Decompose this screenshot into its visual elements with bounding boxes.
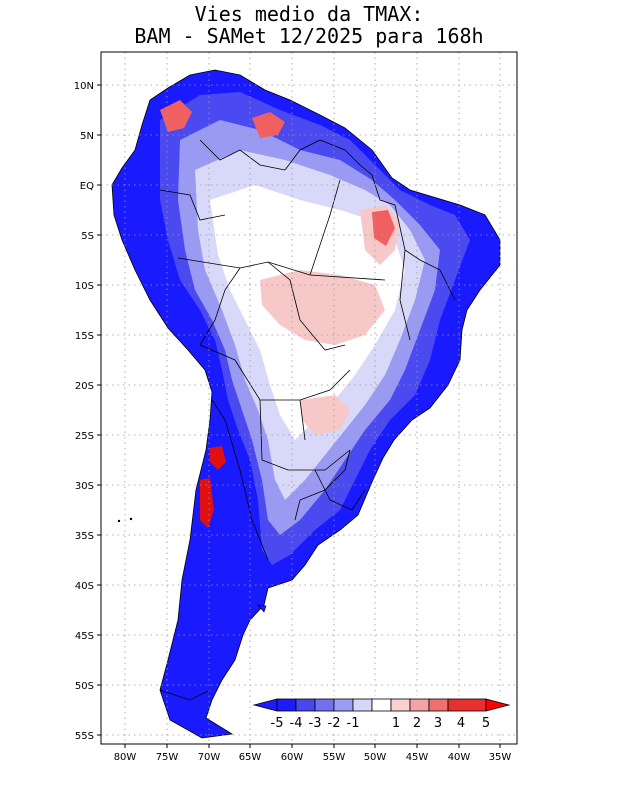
warm-patch-central: [260, 270, 385, 345]
warm-patch-andes-north: [160, 100, 192, 132]
lat-label: 45S: [75, 631, 94, 642]
map-title-line1: Vies medio da TMAX:: [194, 2, 424, 26]
lat-label: 10N: [74, 81, 94, 92]
colorbar-label: 3: [434, 716, 442, 731]
lat-label: 5S: [81, 231, 94, 242]
colorbar-segment: [295, 698, 316, 712]
lat-label: 25S: [75, 431, 94, 442]
colorbar-segment: [276, 698, 297, 712]
hot-patch-andes-south2: [200, 478, 214, 528]
colorbar-segment: [447, 698, 487, 712]
colorbar-label: -5: [271, 716, 284, 731]
island-dot: [117, 519, 121, 523]
lat-label: 40S: [75, 581, 94, 592]
latitude-labels: 10N 5N EQ 5S 10S 15S 20S 25S 30S 35S 40S…: [74, 81, 94, 742]
lat-label: 20S: [75, 381, 94, 392]
warm-patch-chaco: [300, 395, 350, 435]
longitude-labels: 80W 75W 70W 65W 60W 55W 50W 45W 40W 35W: [114, 752, 512, 763]
colorbar-right-arrow: [485, 698, 511, 712]
lon-label: 35W: [489, 752, 512, 763]
lon-label: 65W: [239, 752, 262, 763]
lat-label: 5N: [80, 131, 94, 142]
lon-label: 80W: [114, 752, 137, 763]
gridlines: [101, 52, 517, 744]
colorbar-segment: [428, 698, 449, 712]
lat-label: EQ: [80, 181, 94, 192]
lat-label: 30S: [75, 481, 94, 492]
lon-label: 60W: [281, 752, 304, 763]
colorbar-segment: [390, 698, 411, 712]
longitude-axis: [124, 744, 501, 748]
colorbar-label: -3: [309, 716, 322, 731]
colorbar-segment: [371, 698, 392, 712]
colorbar: -5 -4 -3 -2 -1 1 2 3 4 5: [252, 696, 511, 732]
lat-label: 35S: [75, 531, 94, 542]
colorbar-label: -4: [290, 716, 303, 731]
warm-patch-para: [372, 210, 395, 246]
country-borders: [159, 139, 456, 701]
hot-patch-andes-south: [210, 446, 226, 470]
colorbar-segment: [352, 698, 373, 712]
colorbar-label: -2: [328, 716, 341, 731]
colorbar-segment: [314, 698, 335, 712]
lat-label: 55S: [75, 731, 94, 742]
colorbar-label: 5: [482, 716, 490, 731]
lon-label: 70W: [198, 752, 221, 763]
map-frame: [100, 51, 518, 745]
lat-label: 50S: [75, 681, 94, 692]
colorbar-label: -1: [347, 716, 360, 731]
lon-label: 50W: [364, 752, 387, 763]
colorbar-label: 4: [457, 716, 465, 731]
colorbar-segment: [409, 698, 430, 712]
falkland-islands: [257, 604, 267, 613]
island-dot: [129, 517, 133, 521]
colorbar-label: 2: [413, 716, 421, 731]
colorbar-label: 1: [392, 716, 400, 731]
lon-label: 40W: [448, 752, 471, 763]
lon-label: 75W: [156, 752, 179, 763]
map-title-line2: BAM - SAMet 12/2025 para 168h: [134, 24, 484, 48]
lat-label: 10S: [75, 281, 94, 292]
map-area: [101, 52, 517, 744]
colorbar-segment: [333, 698, 354, 712]
lon-label: 55W: [323, 752, 346, 763]
lon-label: 45W: [406, 752, 429, 763]
latitude-axis: [97, 84, 101, 736]
warm-patch-guiana: [252, 112, 285, 138]
lat-label: 15S: [75, 331, 94, 342]
